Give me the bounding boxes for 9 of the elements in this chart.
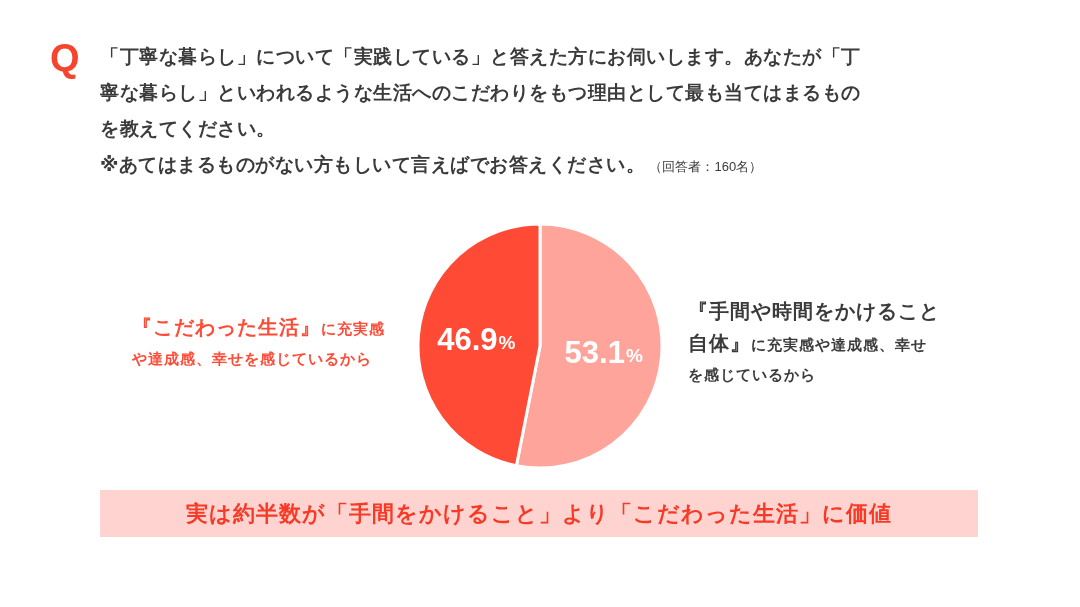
text: Q <box>50 36 80 80</box>
chart-subtitle: ※あてはまるものがない方もしいて言えばでお答えください。 <box>100 154 646 175</box>
slice-label: 『こだわった生活』に充実感や達成感、幸せを感じているから <box>132 315 386 369</box>
slice-label: 『手間や時間をかけること自体』に充実感や達成感、幸せを感じているから <box>688 299 941 385</box>
text: （回答者：160名） <box>649 159 763 174</box>
data-label: 46.9% <box>437 322 516 358</box>
chart-title: 「丁寧な暮らし」について「実践している」と答えた方にお伺いします。あなたが「丁寧な暮らし」といわれるような生活へのこだわりをもつ理由として最も当てはまるものを教えてください。 <box>100 45 862 141</box>
data-label: 53.1% <box>564 334 643 370</box>
text: 実は約半数が「手間をかけること」より「こだわった生活」に価値 <box>100 490 978 537</box>
